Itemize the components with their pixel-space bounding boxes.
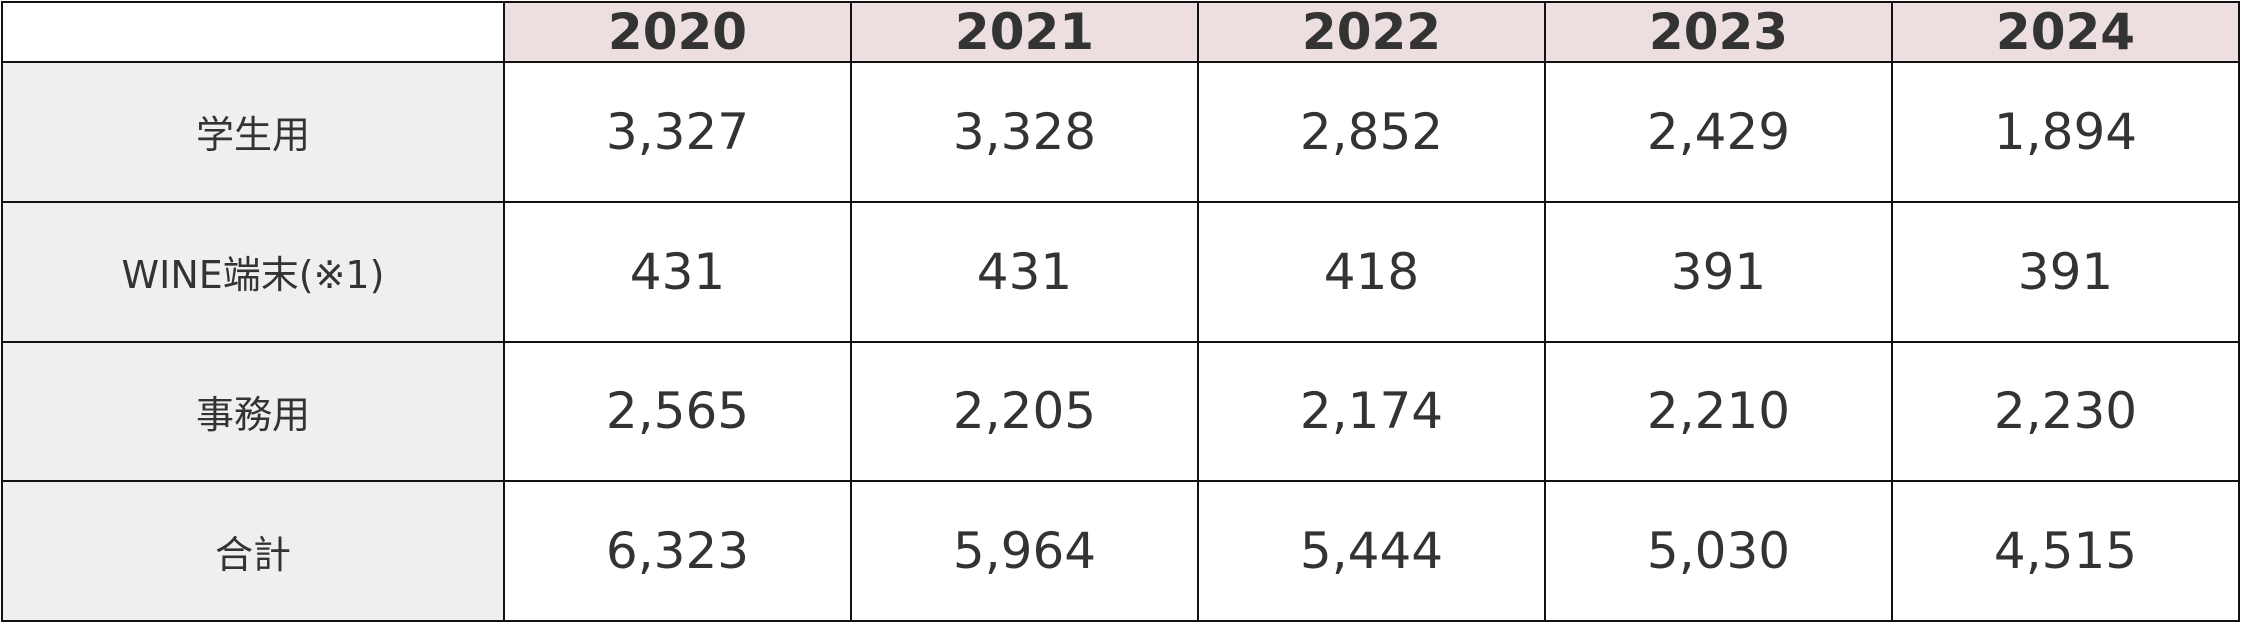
value-cell: 2,230 <box>1891 340 2240 483</box>
table-row: WINE端末(※1) 431 431 418 391 391 <box>1 200 2240 343</box>
value-cell: 3,327 <box>503 61 852 203</box>
table-body: 学生用 3,327 3,328 2,852 2,429 1,894 WINE端末(※1) 43… <box>1 61 2240 622</box>
value-cell: 2,565 <box>503 340 852 483</box>
table-row: 学生用 3,327 3,328 2,852 2,429 1,894 <box>1 61 2240 203</box>
table-row: 事務用 2,565 2,205 2,174 2,210 2,230 <box>1 340 2240 483</box>
year-header: 2022 <box>1197 1 1546 63</box>
value-cell: 5,964 <box>850 480 1199 622</box>
value-cell: 6,323 <box>503 480 852 622</box>
value-cell: 2,852 <box>1197 61 1546 203</box>
row-label: WINE端末(※1) <box>1 200 505 343</box>
row-label: 事務用 <box>1 340 505 483</box>
value-cell: 431 <box>850 200 1199 343</box>
year-header: 2021 <box>850 1 1199 63</box>
header-row: 2020 2021 2022 2023 2024 <box>1 1 2240 63</box>
value-cell: 2,429 <box>1544 61 1893 203</box>
corner-cell <box>1 1 505 63</box>
value-cell: 431 <box>503 200 852 343</box>
row-label: 学生用 <box>1 61 505 203</box>
value-cell: 2,174 <box>1197 340 1546 483</box>
table-row: 合計 6,323 5,964 5,444 5,030 4,515 <box>1 480 2240 622</box>
value-cell: 4,515 <box>1891 480 2240 622</box>
value-cell: 3,328 <box>850 61 1199 203</box>
value-cell: 5,444 <box>1197 480 1546 622</box>
year-header: 2020 <box>503 1 852 63</box>
value-cell: 391 <box>1544 200 1893 343</box>
value-cell: 2,205 <box>850 340 1199 483</box>
value-cell: 2,210 <box>1544 340 1893 483</box>
value-cell: 418 <box>1197 200 1546 343</box>
value-cell: 391 <box>1891 200 2240 343</box>
year-header: 2023 <box>1544 1 1893 63</box>
value-cell: 5,030 <box>1544 480 1893 622</box>
year-header: 2024 <box>1891 1 2240 63</box>
value-cell: 1,894 <box>1891 61 2240 203</box>
row-label: 合計 <box>1 480 505 622</box>
